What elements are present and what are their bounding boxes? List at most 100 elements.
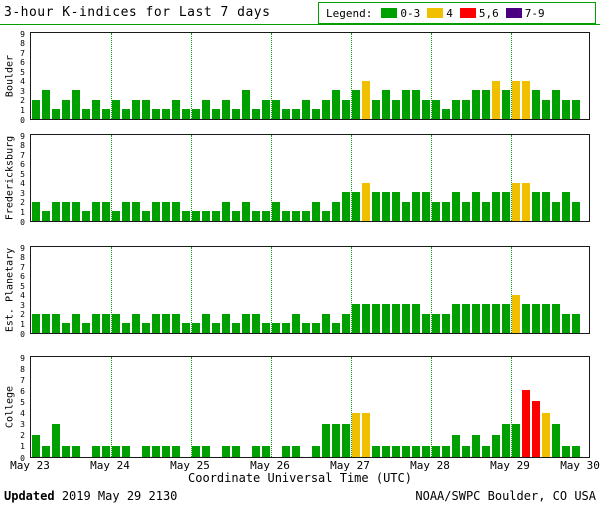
k-index-bar — [322, 211, 330, 221]
k-index-bar — [162, 109, 170, 119]
k-index-bar — [382, 304, 390, 333]
k-index-bar — [472, 90, 480, 119]
k-index-bar — [72, 201, 80, 221]
k-index-bar — [92, 99, 100, 119]
k-index-bar — [492, 304, 500, 333]
k-index-bar — [572, 445, 580, 457]
k-index-bar — [512, 423, 520, 457]
k-index-bar — [572, 201, 580, 221]
plot-area-fredericksburg — [30, 134, 590, 222]
day-gridline — [511, 33, 512, 119]
k-index-bar — [422, 445, 430, 457]
k-index-bar — [72, 445, 80, 457]
k-index-bar — [512, 80, 520, 119]
chart-title: 3-hour K-indices for Last 7 days — [4, 5, 271, 20]
k-index-bar — [42, 90, 50, 119]
k-index-bar — [472, 434, 480, 457]
y-tick-label: 1 — [20, 105, 25, 115]
k-index-bar — [452, 192, 460, 221]
k-index-bar — [182, 211, 190, 221]
legend-swatch — [381, 8, 398, 18]
k-index-bar — [42, 211, 50, 221]
k-index-bar — [152, 445, 160, 457]
y-tick-label: 9 — [20, 353, 25, 363]
k-index-bar — [312, 323, 320, 333]
k-index-bar — [402, 445, 410, 457]
k-index-bar — [152, 201, 160, 221]
y-tick-label: 2 — [20, 310, 25, 320]
k-index-bar — [212, 323, 220, 333]
day-gridline — [191, 247, 192, 333]
day-gridline — [511, 135, 512, 221]
y-tick-label: 2 — [20, 431, 25, 441]
k-index-bar — [202, 313, 210, 333]
k-index-bar — [112, 99, 120, 119]
k-index-bar — [442, 445, 450, 457]
k-index-bar — [412, 192, 420, 221]
k-index-bar — [422, 99, 430, 119]
k-index-bar — [62, 201, 70, 221]
k-index-bar — [222, 99, 230, 119]
k-index-bar — [92, 313, 100, 333]
k-index-bar — [242, 90, 250, 119]
y-tick-label: 6 — [20, 160, 25, 170]
day-gridline — [431, 135, 432, 221]
k-index-bar — [372, 304, 380, 333]
k-index-bar — [72, 313, 80, 333]
k-index-bar — [552, 201, 560, 221]
k-index-bar — [32, 434, 40, 457]
day-gridline — [271, 357, 272, 457]
k-index-bar — [52, 423, 60, 457]
legend-entry-label: 0-3 — [400, 6, 421, 20]
k-index-bar — [142, 445, 150, 457]
k-index-bar — [182, 109, 190, 119]
k-index-bar — [552, 90, 560, 119]
credit-text: NOAA/SWPC Boulder, CO USA — [415, 489, 596, 503]
k-index-bar — [512, 294, 520, 333]
y-tick-label: 4 — [20, 77, 25, 87]
k-index-bar — [252, 211, 260, 221]
legend-entry: 0-3 — [381, 7, 420, 20]
k-index-bar — [32, 313, 40, 333]
k-index-bar — [92, 201, 100, 221]
y-tick-label: 8 — [20, 253, 25, 263]
y-tick-label: 5 — [20, 169, 25, 179]
k-index-bar — [222, 445, 230, 457]
k-index-bar — [272, 99, 280, 119]
updated-timestamp: Updated 2019 May 29 2130 — [4, 489, 177, 503]
k-index-bar — [542, 412, 550, 457]
k-index-bar — [332, 323, 340, 333]
k-index-bar — [402, 304, 410, 333]
legend-entry-label: 5,6 — [478, 6, 499, 20]
k-index-bar — [492, 192, 500, 221]
k-index-bar — [422, 192, 430, 221]
legend-swatch — [505, 8, 522, 18]
y-tick-label: 9 — [20, 131, 25, 141]
k-index-bar — [352, 304, 360, 333]
k-index-bar — [172, 445, 180, 457]
k-index-bar — [122, 109, 130, 119]
k-index-bar — [122, 323, 130, 333]
x-tick-label: May 28 — [410, 459, 450, 472]
y-tick-label: 3 — [20, 86, 25, 96]
k-index-bar — [282, 323, 290, 333]
k-index-bar — [432, 445, 440, 457]
y-tick-label: 4 — [20, 179, 25, 189]
x-tick-label: May 24 — [90, 459, 130, 472]
y-tick-label: 3 — [20, 188, 25, 198]
k-index-bar — [312, 109, 320, 119]
k-index-bar — [512, 182, 520, 221]
k-index-bar — [432, 99, 440, 119]
k-index-bar — [202, 211, 210, 221]
y-tick-label: 4 — [20, 409, 25, 419]
k-index-bar — [62, 445, 70, 457]
k-index-bar — [112, 211, 120, 221]
k-index-bar — [472, 192, 480, 221]
k-index-bar — [42, 313, 50, 333]
day-gridline — [271, 247, 272, 333]
legend-entry-label: 4 — [446, 6, 453, 20]
